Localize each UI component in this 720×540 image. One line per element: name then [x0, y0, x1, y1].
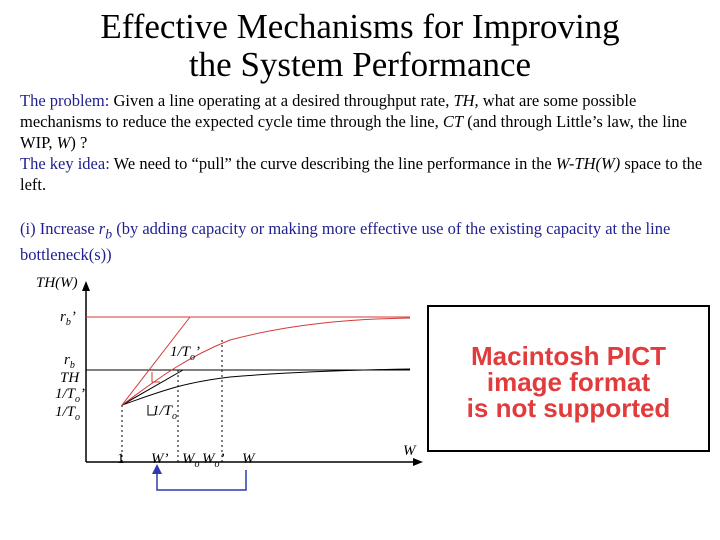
x-wo-prime-label: Wo’	[202, 451, 225, 470]
black-slope-triangle	[147, 405, 155, 416]
black-slope-bound	[121, 369, 184, 406]
blue-shift-bracket	[156, 470, 247, 491]
key-idea-text-b: space to the left.	[20, 154, 703, 194]
rb-prime-label: rb’	[60, 309, 76, 328]
problem-th: TH,	[453, 91, 479, 110]
x-w-prime-label: W’	[151, 451, 169, 467]
problem-label: The problem:	[20, 91, 110, 110]
inv-to-prime-left-label: 1/To’	[55, 386, 86, 405]
blue-shift-arrowhead	[152, 464, 162, 474]
item-i-var: rb	[98, 219, 113, 242]
slope-prime-label: 1/To’	[170, 344, 201, 363]
y-axis-label: TH(W)	[36, 275, 78, 291]
key-idea-text-a: We need to “pull” the curve describing t…	[109, 154, 556, 173]
item-i-text: (by adding capacity or making more effec…	[20, 219, 671, 265]
problem-text-a: Given a line operating at a desired thro…	[109, 91, 454, 110]
unsupported-image-placeholder: Macintosh PICT image format is not suppo…	[427, 305, 710, 452]
problem-ct: CT	[442, 112, 464, 131]
pict-unsupported-message: Macintosh PICT image format is not suppo…	[466, 341, 671, 423]
inv-to-left-label: 1/To	[55, 404, 81, 423]
red-slope-bound	[121, 316, 191, 406]
item-i-prefix: (i) Increase	[20, 219, 99, 238]
key-idea-space: W-TH(W)	[555, 154, 621, 173]
x-axis-arrow	[413, 458, 423, 466]
problem-w: W	[56, 133, 71, 152]
red-slope-triangle	[151, 372, 160, 383]
slope-label: 1/To	[152, 403, 178, 422]
problem-text-b: what are some possible mechanisms to red…	[20, 91, 637, 131]
problem-paragraph: The problem: Given a line operating at a…	[20, 90, 710, 195]
rb-label: rb	[64, 352, 75, 371]
title-line-1: Effective Mechanisms for Improving	[100, 7, 620, 46]
x-axis-label: W	[403, 443, 416, 459]
th-label: TH	[60, 370, 80, 386]
x-one-label: 1	[117, 451, 125, 467]
item-i-paragraph: (i) Increase rb (by adding capacity or m…	[20, 218, 710, 265]
problem-text-d: ) ?	[70, 133, 88, 152]
key-idea-label: The key idea:	[20, 154, 110, 173]
y-axis-arrow	[82, 281, 90, 291]
x-wo-label: Wo	[182, 451, 200, 470]
red-curve	[121, 317, 411, 406]
black-curve	[121, 368, 411, 406]
title-line-2: the System Performance	[188, 45, 532, 84]
problem-text-c: (and through Little’s law, the line WIP,	[20, 112, 687, 152]
x-w-label: W	[242, 451, 255, 467]
slide-title: Effective Mechanisms for Improving the S…	[0, 8, 720, 84]
